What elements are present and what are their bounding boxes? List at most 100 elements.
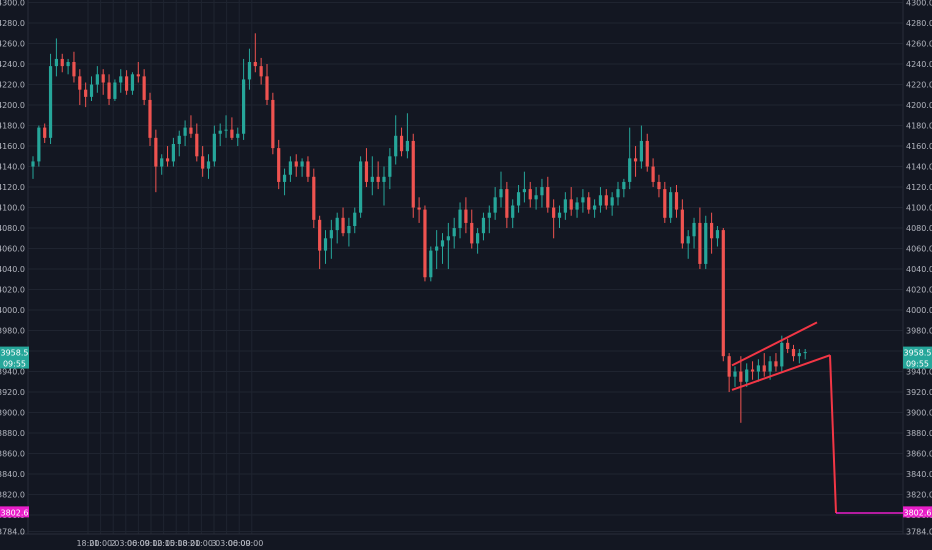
candle-body	[791, 348, 796, 357]
candle-body	[721, 230, 725, 357]
candle-body	[745, 369, 749, 382]
candle-body	[476, 233, 480, 244]
candle-body	[183, 127, 187, 136]
candle-body	[119, 76, 123, 83]
x-tick-label: 12:00	[152, 539, 175, 548]
y-tick-label-right: 4220.0	[906, 81, 932, 90]
candle-body	[388, 156, 392, 177]
left-price-axis[interactable]: 4300.0 4280.0 4260.0 4240.0 4220.0 4200.0 4180…	[0, 0, 25, 536]
candle-body	[750, 369, 755, 372]
candle-body	[481, 217, 486, 234]
y-tick-label-right: 4240.0	[906, 60, 932, 69]
candle-body	[236, 133, 240, 138]
candle-body	[101, 74, 105, 83]
candle-body	[37, 127, 41, 162]
channel-upper-line[interactable]	[731, 321, 818, 367]
candle-body	[797, 353, 801, 357]
candle-body	[563, 199, 567, 213]
right-price-axis[interactable]: 4300.0 4280.0 4260.0 4240.0 4220.0 4200.0 4180…	[906, 0, 932, 536]
y-tick-label-left: 3920.0	[0, 388, 25, 397]
candle-body	[528, 189, 532, 200]
y-tick-label-right: 4060.0	[906, 245, 932, 254]
candle-body	[715, 230, 720, 239]
x-tick-label: 21:00	[89, 539, 112, 548]
candle-body	[493, 197, 497, 213]
candle-body	[318, 219, 322, 251]
y-tick-label-right: 4180.0	[906, 122, 932, 131]
y-tick-label-right: 3940.0	[906, 368, 932, 377]
candle-body	[323, 238, 328, 251]
candle-body	[786, 342, 790, 349]
x-tick-label: 03:00	[215, 539, 238, 548]
candle-body	[300, 161, 304, 167]
candle-body	[72, 62, 76, 77]
x-tick-label: 15:00	[165, 539, 188, 548]
candle-body	[370, 176, 374, 182]
channel-lower-line[interactable]	[731, 354, 831, 391]
candle-body	[154, 137, 158, 167]
price-label-value-right: 3958.5	[904, 349, 932, 358]
candle-body	[84, 89, 88, 97]
candle-body	[195, 133, 199, 157]
candle-body	[581, 197, 585, 203]
candle-body	[359, 161, 363, 213]
candle-body	[89, 84, 94, 97]
grid-lines	[28, 0, 903, 534]
time-axis[interactable]: 18:0021:00203:0006:0009:0012:0015:0018:0…	[76, 539, 263, 548]
candle-body	[639, 140, 643, 162]
x-tick-label: 03:00	[114, 539, 137, 548]
candle-body	[31, 161, 35, 167]
candle-body	[651, 166, 655, 182]
candle-body	[247, 62, 252, 80]
candle-body	[394, 135, 398, 157]
candle-body	[177, 135, 181, 145]
y-tick-label-right: 3900.0	[906, 409, 932, 418]
candle-body	[189, 127, 193, 134]
candle-body	[663, 189, 667, 218]
price-labels: 3958.5 09:55 3958.5 09:55 3802.6 3802.6	[0, 346, 932, 518]
y-tick-label-right: 4020.0	[906, 286, 932, 295]
price-label-value-left: 3802.6	[1, 508, 29, 517]
candle-body	[376, 176, 380, 182]
pattern-drawings[interactable]	[731, 321, 903, 514]
candle-body	[405, 140, 409, 152]
candle-body	[516, 192, 521, 206]
candle-body	[710, 222, 714, 239]
candle-body	[253, 62, 257, 67]
y-tick-label-left: 4260.0	[0, 40, 25, 49]
candle-body	[148, 99, 152, 138]
y-tick-label-right: 4080.0	[906, 224, 932, 233]
candle-body	[353, 212, 357, 227]
candle-body	[230, 129, 234, 138]
y-tick-label-left: 4200.0	[0, 101, 25, 110]
price-label-value-left: 3958.5	[1, 349, 29, 358]
candle-body	[470, 222, 474, 244]
candle-body	[242, 79, 246, 134]
y-tick-label-right: 4040.0	[906, 265, 932, 274]
candle-body	[733, 371, 737, 377]
candle-body	[756, 365, 760, 372]
y-tick-label-right: 3920.0	[906, 388, 932, 397]
candle-body	[628, 158, 632, 182]
candle-body	[107, 82, 111, 99]
y-tick-label-left: 4280.0	[0, 19, 25, 28]
projection-drop-line[interactable]	[829, 355, 837, 514]
price-label-value-right: 3802.6	[904, 508, 932, 517]
candle-body	[429, 250, 433, 278]
candle-body	[66, 62, 70, 67]
candle-body	[458, 209, 462, 229]
candle-body	[288, 161, 292, 175]
x-tick-label: 06:00	[127, 539, 150, 548]
candle-body	[271, 99, 275, 149]
y-tick-label-right: 3820.0	[906, 491, 932, 500]
candle-body	[698, 222, 702, 264]
price-label-box-right	[903, 506, 932, 518]
candle-body	[645, 140, 649, 167]
candle-body	[593, 205, 597, 210]
y-tick-label-left: 3900.0	[0, 409, 25, 418]
price-label-box-right	[903, 346, 932, 369]
y-tick-label-right: 3880.0	[906, 429, 932, 438]
y-tick-label-left: 3980.0	[0, 327, 25, 336]
candle-body	[727, 356, 731, 377]
